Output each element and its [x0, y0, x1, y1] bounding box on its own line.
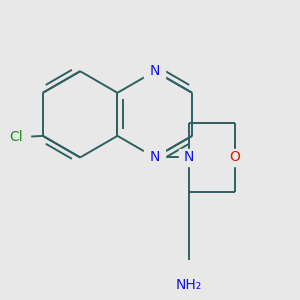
Bar — [144, 148, 165, 166]
Text: NH₂: NH₂ — [176, 278, 202, 292]
Bar — [2, 128, 30, 146]
Text: O: O — [230, 150, 241, 164]
Text: N: N — [184, 150, 194, 164]
Text: N: N — [150, 150, 160, 164]
Bar — [144, 62, 165, 80]
Text: Cl: Cl — [9, 130, 23, 144]
Text: N: N — [150, 64, 160, 78]
Bar — [178, 148, 200, 166]
Bar — [175, 276, 203, 294]
Bar — [225, 148, 245, 166]
